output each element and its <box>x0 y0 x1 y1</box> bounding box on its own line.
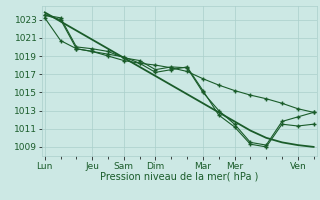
X-axis label: Pression niveau de la mer( hPa ): Pression niveau de la mer( hPa ) <box>100 172 258 182</box>
